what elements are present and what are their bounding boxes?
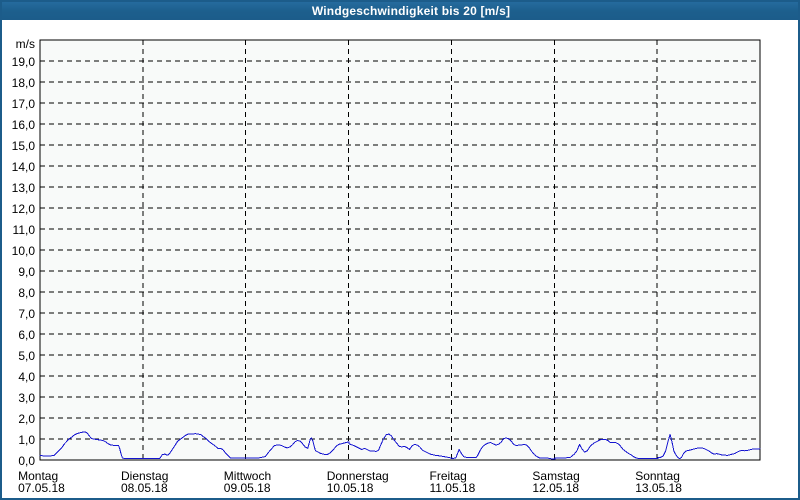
svg-text:13,0: 13,0 — [12, 181, 36, 195]
svg-text:8,0: 8,0 — [18, 286, 35, 300]
svg-text:18,0: 18,0 — [12, 76, 36, 90]
svg-text:12,0: 12,0 — [12, 202, 36, 216]
svg-text:11.05.18: 11.05.18 — [430, 481, 476, 495]
svg-text:6,0: 6,0 — [18, 328, 35, 342]
svg-text:5,0: 5,0 — [18, 349, 35, 363]
svg-text:19,0: 19,0 — [12, 55, 36, 69]
svg-text:07.05.18: 07.05.18 — [18, 481, 65, 495]
svg-text:m/s: m/s — [16, 37, 35, 51]
svg-text:1,0: 1,0 — [18, 433, 35, 447]
svg-text:14,0: 14,0 — [12, 160, 36, 174]
svg-text:10.05.18: 10.05.18 — [327, 481, 374, 495]
svg-text:12.05.18: 12.05.18 — [532, 481, 579, 495]
svg-text:17,0: 17,0 — [12, 97, 36, 111]
svg-text:4,0: 4,0 — [18, 370, 35, 384]
svg-text:2,0: 2,0 — [18, 412, 35, 426]
svg-text:09.05.18: 09.05.18 — [224, 481, 271, 495]
svg-text:11,0: 11,0 — [13, 223, 36, 237]
svg-text:0,0: 0,0 — [18, 454, 35, 468]
svg-text:16,0: 16,0 — [12, 118, 36, 132]
svg-text:9,0: 9,0 — [18, 265, 35, 279]
svg-text:13.05.18: 13.05.18 — [635, 481, 682, 495]
svg-text:7,0: 7,0 — [18, 307, 35, 321]
svg-text:3,0: 3,0 — [18, 391, 35, 405]
svg-text:10,0: 10,0 — [12, 244, 36, 258]
svg-text:15,0: 15,0 — [12, 139, 36, 153]
svg-text:08.05.18: 08.05.18 — [121, 481, 168, 495]
